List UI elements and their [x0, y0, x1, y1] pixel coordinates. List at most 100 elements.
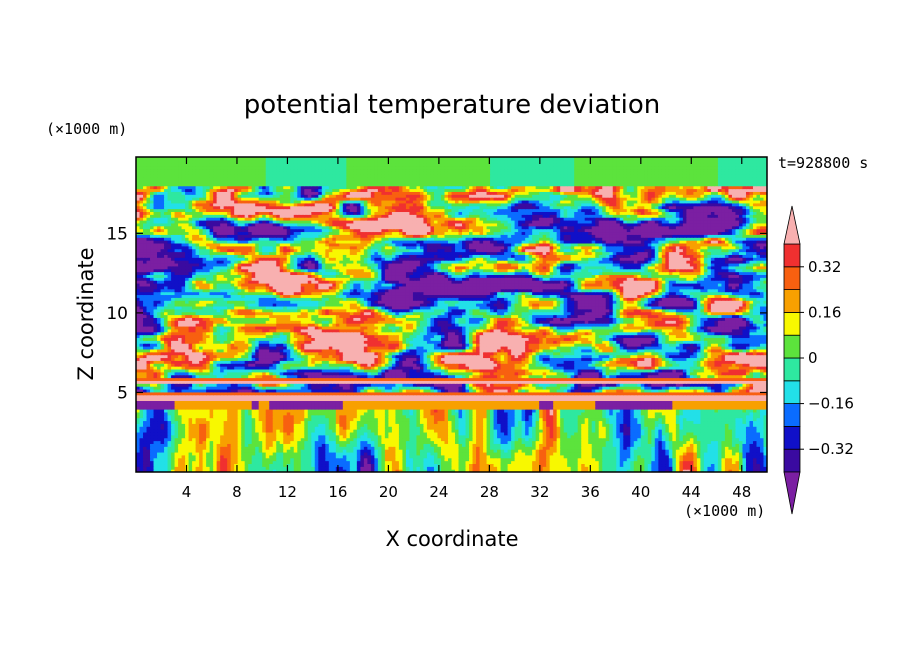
- contour-cell: [195, 443, 200, 447]
- contour-cell: [405, 466, 411, 470]
- contour-cell: [136, 460, 141, 465]
- contour-cell: [251, 454, 256, 459]
- contour-cell: [689, 440, 694, 444]
- contour-cell: [160, 466, 165, 470]
- contour-cell: [314, 449, 319, 453]
- contour-cell: [255, 434, 260, 439]
- contour-cell: [469, 451, 474, 456]
- contour-cell: [304, 451, 309, 456]
- contour-cell: [377, 460, 382, 465]
- contour-cell: [398, 437, 404, 442]
- contour-cell: [742, 466, 747, 470]
- contour-cell: [234, 440, 239, 444]
- contour-cell: [553, 449, 558, 453]
- contour-cell: [370, 457, 375, 462]
- contour-cell: [560, 440, 565, 444]
- contour-cell: [430, 454, 435, 459]
- contour-cell: [640, 437, 645, 442]
- contour-cell: [458, 457, 463, 462]
- contour-cell: [658, 446, 663, 450]
- contour-cell: [367, 463, 372, 467]
- contour-cell: [290, 434, 295, 439]
- contour-cell: [230, 434, 235, 439]
- contour-cell: [423, 443, 428, 447]
- contour-cell: [192, 466, 197, 470]
- contour-cell: [178, 443, 183, 447]
- contour-cell: [654, 469, 659, 472]
- contour-cell: [500, 449, 505, 453]
- contour-cell: [672, 440, 677, 444]
- contour-cell: [283, 451, 288, 456]
- contour-cell: [423, 434, 428, 439]
- contour-cell: [525, 466, 530, 470]
- contour-cell: [507, 454, 512, 459]
- contour-cell: [689, 451, 694, 456]
- contour-cell: [612, 460, 617, 465]
- contour-cell: [626, 446, 631, 450]
- contour-cell: [535, 443, 540, 447]
- contour-cell: [220, 443, 225, 447]
- contour-cell: [525, 440, 530, 444]
- contour-cell: [511, 443, 516, 447]
- contour-cell: [560, 446, 565, 450]
- contour-cell: [297, 446, 302, 450]
- contour-cell: [563, 451, 568, 456]
- contour-cell: [381, 446, 386, 450]
- contour-cell: [644, 440, 649, 444]
- contour-cell: [171, 437, 176, 442]
- contour-cell: [185, 440, 190, 444]
- contour-cell: [153, 460, 158, 465]
- contour-cell: [384, 457, 389, 462]
- contour-cell: [749, 469, 754, 472]
- contour-cell: [749, 457, 754, 462]
- contour-cell: [178, 466, 183, 470]
- contour-cell: [539, 449, 544, 453]
- contour-cell: [605, 463, 610, 467]
- contour-cell: [146, 443, 151, 447]
- contour-cell: [251, 440, 256, 444]
- contour-cell: [409, 460, 414, 465]
- contour-cell: [440, 434, 446, 439]
- contour-cell: [181, 434, 186, 439]
- contour-cell: [745, 454, 751, 459]
- contour-cell: [220, 434, 225, 439]
- contour-cell: [623, 451, 628, 456]
- contour-cell: [206, 457, 211, 462]
- contour-cell: [472, 451, 477, 456]
- contour-cell: [164, 443, 169, 447]
- contour-cell: [269, 460, 274, 465]
- contour-cell: [591, 454, 596, 459]
- contour-cell: [136, 451, 141, 456]
- contour-cell: [514, 463, 519, 467]
- contour-cell: [528, 437, 533, 442]
- contour-cell: [703, 446, 709, 450]
- contour-cell: [227, 443, 232, 447]
- contour-cell: [405, 446, 411, 450]
- contour-cell: [437, 451, 442, 456]
- contour-cell: [367, 460, 372, 465]
- contour-cell: [514, 446, 519, 450]
- contour-cell: [577, 446, 582, 450]
- contour-cell: [696, 463, 701, 467]
- contour-cell: [223, 469, 228, 472]
- contour-cell: [462, 454, 467, 459]
- contour-cell: [416, 437, 421, 442]
- contour-cell: [395, 460, 400, 465]
- contour-cell: [444, 466, 449, 470]
- contour-cell: [731, 446, 737, 450]
- contour-cell: [241, 454, 246, 459]
- contour-cell: [455, 446, 460, 450]
- contour-cell: [672, 449, 677, 453]
- contour-cell: [532, 457, 537, 462]
- contour-cell: [244, 463, 249, 467]
- contour-cell: [721, 463, 726, 467]
- contour-cell: [164, 446, 169, 450]
- contour-cell: [283, 449, 288, 453]
- contour-cell: [136, 449, 141, 453]
- contour-cell: [374, 460, 379, 465]
- contour-cell: [244, 443, 249, 447]
- contour-cell: [321, 446, 326, 450]
- contour-cell: [234, 446, 239, 450]
- contour-cell: [647, 469, 652, 472]
- contour-cell: [591, 437, 596, 442]
